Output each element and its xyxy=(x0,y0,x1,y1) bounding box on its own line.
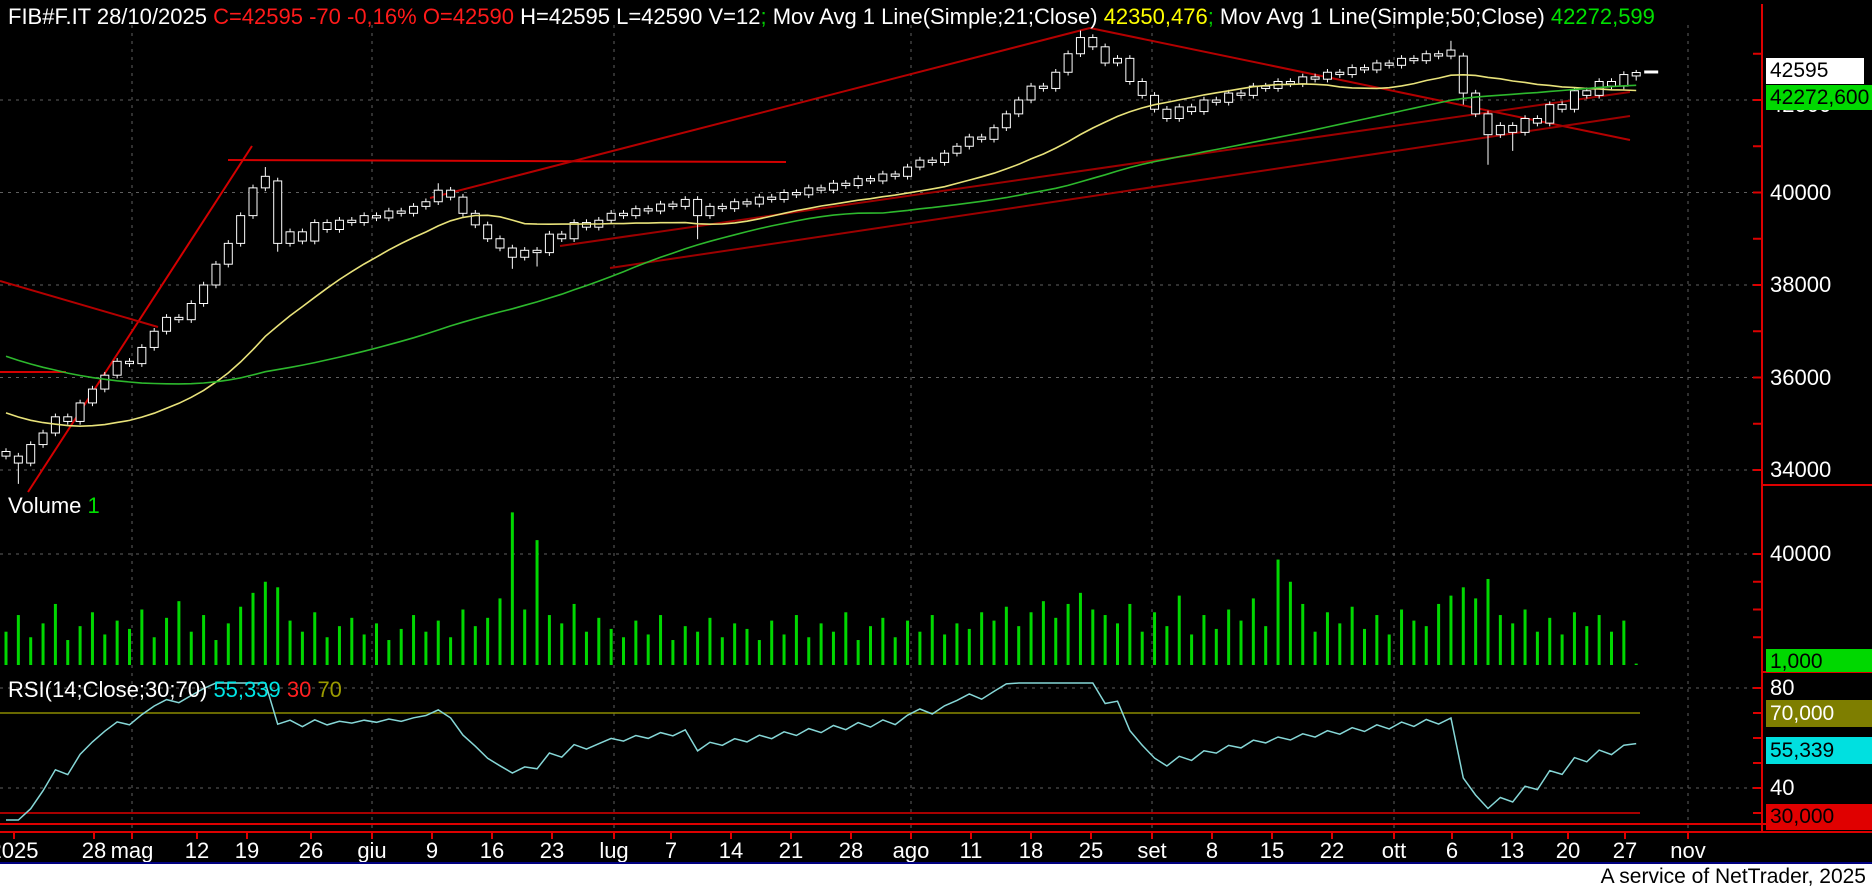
text-segment: 1 xyxy=(87,493,100,518)
text-segment: ; xyxy=(760,4,773,29)
text-segment: 55,339 xyxy=(213,677,281,702)
volume-bars xyxy=(4,512,1638,665)
date-axis-label: 7 xyxy=(664,838,678,863)
text-segment: 42272,599 xyxy=(1550,4,1655,29)
date-axis-label: 28 xyxy=(81,838,107,863)
date-axis-label: 9 xyxy=(425,838,439,863)
text-segment: Volume xyxy=(8,493,88,518)
rsi-line xyxy=(6,682,1637,821)
date-axis-label: nov xyxy=(1670,838,1706,863)
price-axis-label: 34000 xyxy=(1770,457,1832,482)
date-axis-label: ott xyxy=(1381,838,1407,863)
text-segment: 70 xyxy=(311,677,342,702)
date-axis-label: 18 xyxy=(1018,838,1044,863)
last-price-dash xyxy=(1644,70,1659,74)
date-axis-label: 11 xyxy=(959,838,983,863)
candles xyxy=(1,30,1641,484)
date-axis-label: 23 xyxy=(539,838,565,863)
volume-value-box: 1,000 xyxy=(1766,649,1872,672)
ma50-price-box: 42272,600 xyxy=(1766,85,1872,110)
rsi-axis-label: 80 xyxy=(1770,675,1795,700)
date-axis-label: 14 xyxy=(718,838,744,863)
rsi-overbought-box: 70,000 xyxy=(1766,700,1872,727)
date-axis-label: 21 xyxy=(778,838,804,863)
credit-strip: A service of NetTrader, 2025 xyxy=(0,862,1872,888)
text-segment: H=42595 L=42590 V=12 xyxy=(520,4,761,29)
date-axis-label: ago xyxy=(892,838,930,863)
date-axis-label: 13 xyxy=(1499,838,1525,863)
date-axis-label: 2025 xyxy=(0,838,39,863)
rsi-value-box: 55,339 xyxy=(1766,737,1872,764)
text-segment: FIB#F.IT 28/10/2025 xyxy=(8,4,214,29)
text-segment: RSI(14;Close;30;70) xyxy=(8,677,214,702)
rsi-axis-label: 40 xyxy=(1770,775,1795,800)
price-axis-label: 40000 xyxy=(1770,179,1832,205)
price-axis-label: 36000 xyxy=(1770,364,1832,390)
text-segment: ; xyxy=(1207,4,1220,29)
text-segment: 42350,476 xyxy=(1103,4,1208,29)
text-segment: 30 xyxy=(280,677,312,702)
date-axis-label: giu xyxy=(357,838,387,863)
text-segment: Mov Avg 1 Line(Simple;21;Close) xyxy=(772,4,1104,29)
rsi-panel-label: RSI(14;Close;30;70) 55,339 30 70 xyxy=(8,677,342,703)
credit-text: A service of NetTrader, 2025 xyxy=(1600,865,1866,888)
date-axis-label: 25 xyxy=(1078,838,1104,863)
date-axis-label: 8 xyxy=(1205,838,1219,863)
trendlines xyxy=(0,27,1631,493)
date-axis-label: mag xyxy=(110,838,154,863)
rsi-oversold-box: 30,000 xyxy=(1766,804,1872,830)
date-axis-label: 12 xyxy=(184,838,210,863)
date-axis-label: set xyxy=(1137,838,1167,863)
date-axis-label: 22 xyxy=(1319,838,1345,863)
price-axis-label: 38000 xyxy=(1770,272,1832,297)
date-axis-label: 27 xyxy=(1612,838,1638,863)
date-axis-label: 6 xyxy=(1445,838,1459,863)
date-axis-label: 19 xyxy=(234,838,260,863)
ma21-line xyxy=(5,73,1637,428)
date-axis-label: 16 xyxy=(479,838,505,863)
text-segment: Mov Avg 1 Line(Simple;50;Close) xyxy=(1219,4,1551,29)
date-axis-label: 28 xyxy=(838,838,864,863)
date-axis-label: lug xyxy=(599,838,629,863)
ma50-line xyxy=(5,84,1637,385)
date-axis-label: 20 xyxy=(1555,838,1581,863)
volume-axis-label: 40000 xyxy=(1770,541,1832,566)
date-axis-label: 15 xyxy=(1259,838,1285,863)
text-segment: C=42595 -70 -0,16% O=42590 xyxy=(213,4,521,29)
chart-header: FIB#F.IT 28/10/2025 C=42595 -70 -0,16% O… xyxy=(8,4,1655,30)
volume-panel-label: Volume 1 xyxy=(8,493,100,519)
last-price-box: 42595 xyxy=(1766,58,1864,84)
date-axis-label: 26 xyxy=(298,838,324,863)
